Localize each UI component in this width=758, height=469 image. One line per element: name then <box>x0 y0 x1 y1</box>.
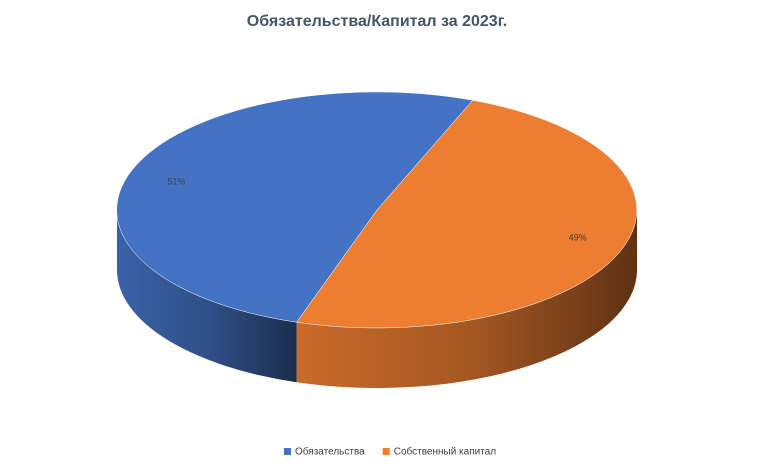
data-label: 49% <box>569 232 587 242</box>
side-shade <box>296 210 637 388</box>
legend-label: Обязательства <box>295 446 365 458</box>
side-shade <box>117 210 297 383</box>
legend-swatch <box>382 448 390 455</box>
chart-title: Обязательства/Капитал за 2023г. <box>247 13 507 30</box>
legend-swatch <box>284 448 291 455</box>
data-label: 51% <box>167 176 185 186</box>
slice <box>116 91 474 323</box>
slice <box>296 100 637 329</box>
legend-label: Собственный капитал <box>394 446 497 458</box>
